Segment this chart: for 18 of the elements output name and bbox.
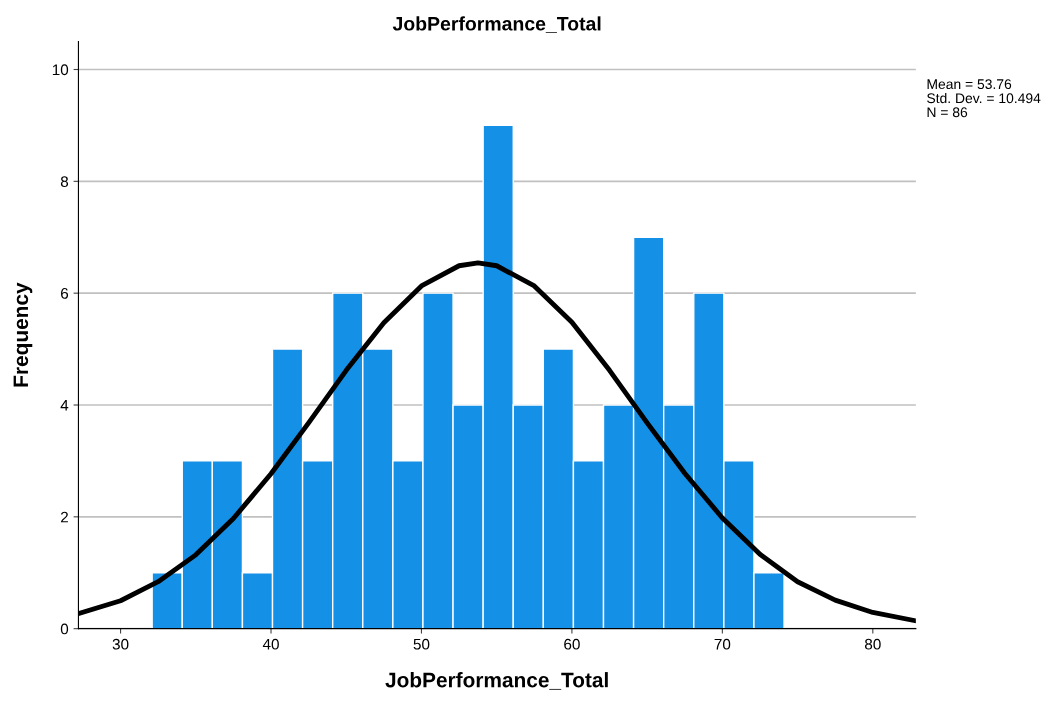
x-tick-label: 50 [413,638,430,650]
x-tick-label: 70 [714,638,731,650]
x-tick-label: 40 [262,638,279,650]
y-tick-label: 2 [60,511,68,523]
y-axis-title: Frequency [13,282,33,387]
text: N = 86 [927,107,968,118]
chart-title: JobPerformance_Total [392,16,601,33]
text: Mean = 53.76 [927,79,1012,90]
y-tick-label: 6 [61,288,69,299]
y-tick-label: 4 [60,400,69,411]
x-tick-label: 80 [864,638,881,650]
y-tick-label: 0 [60,623,69,635]
x-tick-label: 60 [564,638,580,650]
y-tick-label: 8 [60,176,69,188]
x-axis-title: JobPerformance_Total [385,672,608,690]
y-tick-label: 10 [52,64,69,76]
x-tick-label: 30 [112,638,129,650]
text: Std. Dev. = 10.494 [927,92,1041,104]
